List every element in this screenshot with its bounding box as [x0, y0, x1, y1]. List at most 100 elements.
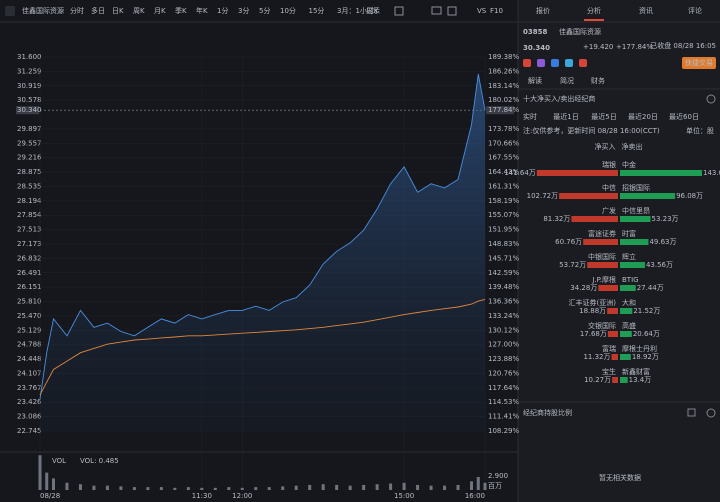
- subtab-active[interactable]: 解读: [528, 76, 542, 85]
- sell-bar: [620, 216, 651, 222]
- panel-tab-active[interactable]: 分析: [587, 6, 601, 15]
- period-tab[interactable]: 周K: [133, 7, 145, 15]
- change-pct: +177.84%: [616, 43, 653, 51]
- y2-tick-label: 123.88%: [488, 355, 519, 363]
- volume-bar: [132, 487, 136, 490]
- vs-button[interactable]: VS: [477, 7, 487, 15]
- period-tab[interactable]: 15分: [309, 6, 325, 15]
- subtab[interactable]: 财务: [591, 76, 605, 85]
- period-tab[interactable]: 1分: [217, 6, 228, 15]
- y-tick-label: 25.470: [17, 312, 42, 320]
- panel-tab[interactable]: 报价: [536, 6, 550, 15]
- trade-button[interactable]: [682, 57, 716, 69]
- period-tab[interactable]: 10分: [280, 6, 296, 15]
- period-tab[interactable]: 多日: [91, 6, 105, 15]
- volume-bar: [227, 487, 231, 490]
- y2-tick-label: 170.66%: [488, 139, 519, 147]
- last-pct-tag: [486, 106, 514, 115]
- period[interactable]: 最近5日: [591, 112, 616, 121]
- period-tab[interactable]: 3分: [238, 6, 249, 15]
- x-tick-label: 16:00: [465, 492, 485, 500]
- period-tab[interactable]: 年K: [196, 6, 208, 15]
- panel-tab[interactable]: 评论: [688, 6, 702, 15]
- period[interactable]: 最近1日: [553, 112, 578, 121]
- y2-tick-label: 130.12%: [488, 326, 519, 334]
- y-tick-label: 24.788: [17, 341, 42, 349]
- volume-bar: [308, 484, 312, 490]
- collapse-icon[interactable]: [706, 408, 716, 418]
- period-tab[interactable]: 日K: [112, 7, 124, 15]
- sell-bar: [620, 377, 628, 383]
- period-tab[interactable]: 5分: [259, 6, 270, 15]
- sell-bar: [620, 331, 632, 337]
- volume-bar: [200, 487, 204, 490]
- sell-bar: [620, 193, 676, 199]
- volume-bar: [348, 485, 352, 490]
- period-tab[interactable]: 月K: [154, 7, 166, 15]
- icon[interactable]: [687, 408, 696, 417]
- sell-value: 18.92万: [632, 353, 659, 361]
- y2-tick-label: 180.02%: [488, 96, 519, 104]
- sell-bar: [620, 239, 649, 245]
- volume-bar: [65, 482, 69, 490]
- empty-text: 暂无相关数据: [599, 473, 641, 482]
- display-button[interactable]: 显示: [366, 7, 380, 15]
- buy-value: 81.32万: [543, 215, 570, 223]
- buy-broker: 富瑞: [602, 344, 616, 353]
- sell-value: 21.52万: [633, 307, 660, 315]
- volume-label: VOL: [52, 457, 66, 465]
- edit-icon[interactable]: [447, 6, 457, 16]
- y-tick-label: 30.919: [17, 82, 42, 90]
- y2-tick-label: 139.48%: [488, 283, 519, 291]
- panel-tab[interactable]: 资讯: [639, 6, 653, 15]
- active-underline: [584, 19, 604, 21]
- volume-bar: [105, 485, 109, 490]
- period-active[interactable]: 实时: [523, 112, 537, 121]
- volume-bar: [267, 487, 271, 490]
- volume-bar: [476, 476, 480, 490]
- volume-bar: [321, 484, 325, 490]
- volume-bar: [281, 486, 285, 490]
- y-tick-label: 28.875: [17, 168, 42, 176]
- period-tab[interactable]: 3月：1小时K: [337, 6, 379, 15]
- y-tick-label: 25.810: [17, 298, 42, 306]
- buy-bar: [598, 285, 618, 291]
- collapse-icon[interactable]: [706, 94, 716, 104]
- sell-broker: 大和: [622, 298, 636, 307]
- y-tick-label: 26.832: [17, 254, 42, 262]
- y2-tick-label: 145.71%: [488, 254, 519, 262]
- badge: [523, 59, 531, 67]
- sell-bar: [620, 354, 631, 360]
- y-tick-label: 27.173: [17, 240, 42, 248]
- sell-broker: 中金: [622, 160, 636, 169]
- y2-tick-label: 133.24%: [488, 312, 519, 320]
- buy-value: 10.27万: [584, 376, 611, 384]
- trade-button-label[interactable]: 快捷交易: [685, 58, 713, 67]
- subtab[interactable]: 简况: [560, 76, 574, 85]
- camera-icon[interactable]: [431, 6, 442, 15]
- volume-bar: [173, 487, 177, 490]
- y2-tick-label: 148.83%: [488, 240, 519, 248]
- f10-button[interactable]: F10: [490, 7, 503, 15]
- volume-bar: [254, 487, 258, 490]
- badge: [579, 59, 587, 67]
- period-tab[interactable]: 季K: [175, 6, 187, 15]
- buy-value: 17.68万: [580, 330, 607, 338]
- y-tick-label: 28.535: [17, 182, 42, 190]
- settings-icon[interactable]: [394, 6, 404, 16]
- y2-tick-label: 155.07%: [488, 211, 519, 219]
- change: +19.420: [583, 43, 613, 51]
- period[interactable]: 最近20日: [628, 112, 658, 121]
- period-selector: 实时 最近1日 最近5日 最近20日 最近60日: [523, 112, 699, 121]
- period-tab[interactable]: 分时: [70, 6, 84, 15]
- y-tick-label: 23.767: [17, 384, 42, 392]
- period[interactable]: 最近60日: [669, 112, 699, 121]
- sell-value: 96.08万: [676, 192, 703, 200]
- volume-bar: [429, 485, 433, 490]
- sell-bar: [620, 262, 645, 268]
- volume-bar: [443, 485, 447, 490]
- y2-tick-label: 120.76%: [488, 369, 519, 377]
- menu-icon[interactable]: [5, 6, 15, 16]
